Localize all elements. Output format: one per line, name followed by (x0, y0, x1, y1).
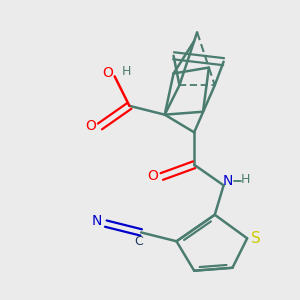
Text: H: H (241, 173, 250, 186)
Text: C: C (134, 235, 142, 248)
Text: S: S (251, 231, 261, 246)
Text: O: O (86, 119, 97, 134)
Text: O: O (148, 169, 158, 184)
Text: N: N (92, 214, 102, 228)
Text: O: O (102, 66, 113, 80)
Text: H: H (122, 65, 131, 79)
Text: N: N (223, 174, 233, 188)
